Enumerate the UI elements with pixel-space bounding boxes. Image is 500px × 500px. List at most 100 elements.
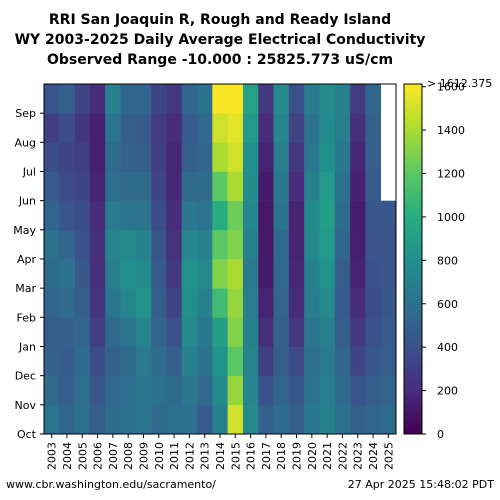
heatmap-cell-2023-Apr (350, 229, 366, 260)
heatmap-cell-2014-Oct (212, 404, 228, 435)
heatmap-cell-2023-Oct (350, 404, 366, 435)
heatmap-cell-2022-Mar (334, 259, 351, 289)
footer-timestamp: 27 Apr 2025 15:48:02 PDT (347, 478, 494, 491)
heatmap-cell-2017-Jan (258, 317, 274, 347)
heatmap-cell-2003-Feb (44, 288, 60, 318)
heatmap-cell-2005-Jul (74, 142, 91, 172)
heatmap-cell-2010-Dec (151, 346, 167, 376)
heatmap-cell-2019-Apr (288, 229, 305, 260)
heatmap-cell-2011-Oct (166, 404, 183, 435)
heatmap-cell-2021-Jan (319, 317, 336, 347)
heatmap-cell-2009-Mar (135, 259, 152, 289)
heatmap-cell-2021-May (319, 200, 336, 231)
heatmap-cell-2009-Dec (135, 346, 152, 376)
heatmap-cell-2014-Apr (212, 229, 228, 260)
heatmap-cell-2018-May (273, 200, 290, 231)
heatmap-cell-2020-Jul (304, 142, 320, 172)
heatmap-cell-2008-Nov (120, 375, 137, 406)
heatmap-cell-2008-Dec (120, 346, 137, 376)
heatmap-cell-2012-Aug (181, 113, 198, 143)
heatmap-cell-2015-May (227, 200, 244, 231)
heatmap-cell-2011-Dec (166, 346, 183, 376)
heatmap-cell-2017-Dec (258, 346, 274, 376)
heatmap-cell-2008-Jul (120, 142, 137, 172)
month-label-Oct: Oct (17, 428, 37, 441)
heatmap-cell-2012-Jan (181, 317, 198, 347)
heatmap-cell-2007-Apr (105, 229, 121, 260)
heatmap-cell-2018-Sep (273, 84, 290, 114)
heatmap-cell-2014-Nov (212, 375, 228, 406)
chart-subtitle-range: Observed Range -10.000 : 25825.773 uS/cm (46, 52, 394, 68)
heatmap-cell-2022-Jan (334, 317, 351, 347)
heatmap-cell-2006-Sep (89, 84, 106, 114)
heatmap-cell-2004-Sep (59, 84, 75, 114)
heatmap-cell-2005-Mar (74, 259, 91, 289)
year-label-2004: 2004 (61, 442, 74, 470)
heatmap-cell-2019-Jul (288, 142, 305, 172)
heatmap-cell-2004-Dec (59, 346, 75, 376)
heatmap-cell-2014-Jun (212, 171, 228, 201)
heatmap-cell-2003-Nov (44, 375, 60, 406)
heatmap-cell-2016-Dec (242, 346, 259, 376)
heatmap-cell-2018-Jul (273, 142, 290, 172)
heatmap-cell-2019-Jun (288, 171, 305, 201)
heatmap-cell-2018-Feb (273, 288, 290, 318)
heatmap-cell-2012-Feb (181, 288, 198, 318)
heatmap-cell-2022-Oct (334, 404, 351, 435)
month-label-Feb: Feb (17, 311, 36, 324)
heatmap-cell-2023-Dec (350, 346, 366, 376)
heatmap-cell-2011-Apr (166, 229, 183, 260)
heatmap-cell-2016-Mar (242, 259, 259, 289)
heatmap-cell-2007-Jan (105, 317, 121, 347)
year-label-2020: 2020 (306, 442, 319, 470)
heatmap-cell-2004-Jan (59, 317, 75, 347)
heatmap-cell-2014-Dec (212, 346, 228, 376)
heatmap-cell-2018-Nov (273, 375, 290, 406)
heatmap-cell-2019-Nov (288, 375, 305, 406)
heatmap-cell-2007-Oct (105, 404, 121, 435)
month-label-Apr: Apr (17, 253, 37, 266)
year-label-2011: 2011 (168, 442, 181, 470)
heatmap-cell-2005-May (74, 200, 91, 231)
heatmap-cell-2022-Jun (334, 171, 351, 201)
heatmap-cell-2014-Mar (212, 259, 228, 289)
heatmap-cell-2022-Feb (334, 288, 351, 318)
year-label-2005: 2005 (76, 442, 89, 470)
heatmap-cell-2020-Mar (304, 259, 320, 289)
month-label-May: May (13, 224, 36, 237)
colorbar-tick-label-1400: 1400 (437, 124, 465, 137)
heatmap-cell-2017-Mar (258, 259, 274, 289)
heatmap-cell-2023-Mar (350, 259, 366, 289)
heatmap-cell-2012-Jun (181, 171, 198, 201)
heatmap-cell-2019-Jan (288, 317, 305, 347)
heatmap-cell-2012-Nov (181, 375, 198, 406)
year-label-2013: 2013 (199, 442, 212, 470)
heatmap-cell-2013-Jul (197, 142, 213, 172)
heatmap-cell-2017-Jul (258, 142, 274, 172)
heatmap-cell-2012-Mar (181, 259, 198, 289)
year-label-2003: 2003 (46, 442, 59, 470)
heatmap-cell-2013-Oct (197, 404, 213, 435)
heatmap-cell-2006-Aug (89, 113, 106, 143)
heatmap-cell-2013-Jun (197, 171, 213, 201)
heatmap-cell-2022-Nov (334, 375, 351, 406)
heatmap-cell-2012-May (181, 200, 198, 231)
heatmap-cell-2015-Dec (227, 346, 244, 376)
heatmap-cell-2016-Sep (242, 84, 259, 114)
chart-title-line-1: RRI San Joaquin R, Rough and Ready Islan… (48, 12, 392, 28)
heatmap-cell-2006-Feb (89, 288, 106, 318)
heatmap-cell-2012-Sep (181, 84, 198, 114)
heatmap-cell-2020-Aug (304, 113, 320, 143)
heatmap-cell-2021-Dec (319, 346, 336, 376)
heatmap-cell-2012-Dec (181, 346, 198, 376)
heatmap-cell-2011-Nov (166, 375, 183, 406)
heatmap-cell-2007-Sep (105, 84, 121, 114)
heatmap-cell-2003-Dec (44, 346, 60, 376)
heatmap-cell-2019-Dec (288, 346, 305, 376)
heatmap-cell-2017-May (258, 200, 274, 231)
year-label-2006: 2006 (92, 442, 105, 470)
month-label-Nov: Nov (15, 399, 37, 412)
heatmap-cell-2017-Oct (258, 404, 274, 435)
heatmap-cell-2004-Aug (59, 113, 75, 143)
heatmap-cell-2022-Apr (334, 229, 351, 260)
